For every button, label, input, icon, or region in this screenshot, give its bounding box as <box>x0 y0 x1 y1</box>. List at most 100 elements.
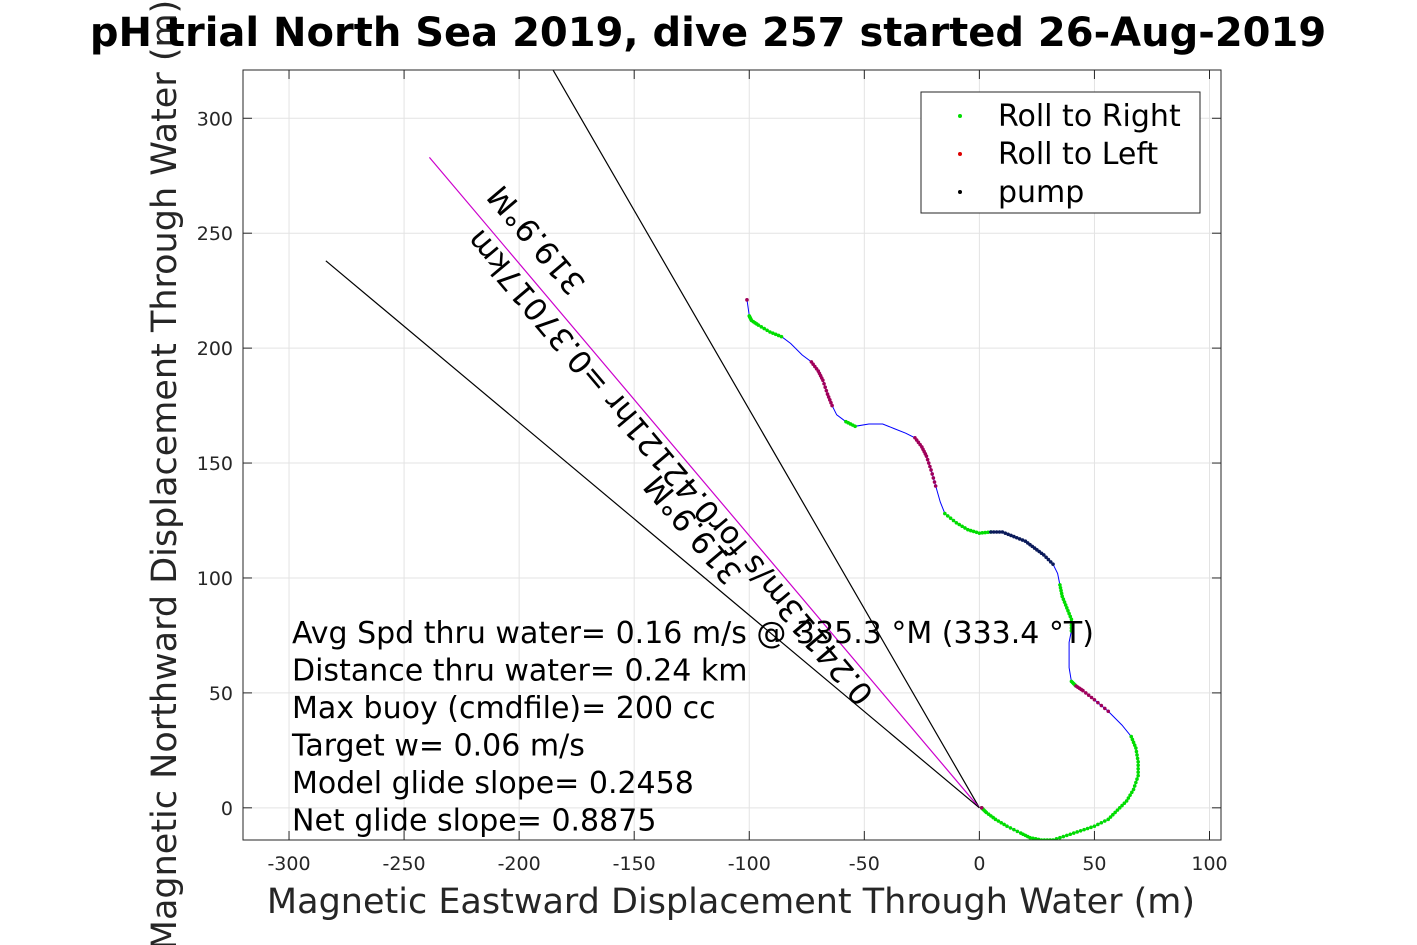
roll-right-point <box>1075 830 1079 834</box>
roll-left-point <box>925 457 930 462</box>
roll-right-point <box>1067 611 1071 616</box>
roll-right-point <box>853 424 857 429</box>
stat-line: Avg Spd thru water= 0.16 m/s @ 335.3 °M … <box>292 616 1094 651</box>
roll-right-point <box>1136 766 1140 771</box>
roll-right-point <box>1059 588 1063 593</box>
axes-box <box>242 69 1222 841</box>
roll-right-point <box>1069 629 1074 633</box>
x-tick-label: -250 <box>383 853 426 875</box>
legend-label: pump <box>998 175 1084 210</box>
roll-left-point <box>931 476 936 480</box>
roll-left-point <box>929 468 933 472</box>
pump-point <box>1012 534 1016 539</box>
y-tick-label: 150 <box>197 453 233 475</box>
roll-right-point <box>1108 815 1113 819</box>
x-tick-label: -100 <box>728 853 771 875</box>
roll-right-point <box>1062 600 1067 604</box>
roll-right-point <box>1113 810 1117 815</box>
legend-box <box>920 91 1201 214</box>
roll-right-point <box>1069 620 1074 625</box>
roll-left-point <box>1106 709 1111 714</box>
roll-right-point <box>1061 834 1066 839</box>
legend-marker <box>958 114 962 118</box>
pump-point <box>994 530 999 534</box>
roll-right-point <box>971 529 976 534</box>
roll-right-point <box>1135 756 1140 761</box>
roll-right-point <box>1068 832 1073 837</box>
roll-right-point <box>1092 824 1097 829</box>
roll-right-point <box>1134 746 1138 750</box>
x-tick-label: -300 <box>267 853 310 875</box>
roll-right-point <box>1018 831 1023 835</box>
roll-left-point <box>745 298 749 302</box>
pump-point <box>1000 530 1005 534</box>
legend-marker <box>958 152 962 156</box>
y-axis-title: Magnetic Northward Displacement Through … <box>145 0 185 945</box>
roll-right-point <box>1117 806 1122 810</box>
pump-point <box>997 530 1002 534</box>
roll-right-point <box>951 518 956 523</box>
y-tick-label: 200 <box>197 338 233 360</box>
pump-point <box>1003 531 1008 535</box>
roll-left-point <box>821 378 825 383</box>
pump-point <box>1006 532 1010 537</box>
roll-right-point <box>1069 617 1074 622</box>
roll-right-point <box>1120 803 1124 808</box>
roll-right-point <box>779 334 784 339</box>
reference-line-c <box>325 260 980 809</box>
roll-right-point <box>1066 608 1070 613</box>
reference-line-a <box>552 70 980 809</box>
pump-point <box>1020 538 1025 542</box>
roll-left-point <box>824 388 829 393</box>
x-tick-label: -150 <box>613 853 656 875</box>
points-layer <box>745 298 1140 840</box>
legend-label: Roll to Left <box>998 137 1158 172</box>
y-tick-label: 300 <box>197 108 233 130</box>
roll-right-point <box>943 511 947 516</box>
roll-right-point <box>1126 796 1131 800</box>
roll-right-point <box>1065 606 1069 610</box>
pump-point <box>1014 535 1019 540</box>
roll-right-point <box>1078 829 1083 833</box>
chart-title: pH trial North Sea 2019, dive 257 starte… <box>90 10 1326 56</box>
roll-right-point <box>1008 826 1013 830</box>
roll-right-point <box>765 328 769 333</box>
y-tick-label: 0 <box>221 798 233 820</box>
roll-left-point <box>826 395 831 399</box>
roll-right-point <box>773 332 778 337</box>
roll-right-point <box>1063 603 1068 607</box>
pump-point <box>1048 560 1053 564</box>
roll-right-point <box>999 820 1004 825</box>
roll-right-point <box>966 527 970 532</box>
roll-left-point <box>825 392 830 396</box>
roll-right-point <box>977 531 982 535</box>
pump-point <box>1009 533 1013 538</box>
roll-left-point <box>829 400 833 405</box>
y-tick-label: 250 <box>197 223 233 245</box>
roll-right-point <box>1124 799 1129 803</box>
roll-left-point <box>926 461 931 465</box>
roll-right-point <box>1131 787 1136 792</box>
roll-right-point <box>1136 763 1140 768</box>
roll-right-point <box>776 333 781 338</box>
roll-left-point <box>1102 706 1107 711</box>
stat-line: Target w= 0.06 m/s <box>291 729 585 764</box>
roll-right-point <box>1054 837 1059 840</box>
roll-left-point <box>1086 693 1091 697</box>
roll-left-point <box>930 472 935 476</box>
roll-right-point <box>759 325 764 329</box>
roll-right-point <box>1005 824 1009 829</box>
roll-right-point <box>1129 734 1134 739</box>
roll-right-point <box>957 522 962 527</box>
roll-right-point <box>1069 623 1074 627</box>
legend-label: Roll to Right <box>998 99 1181 134</box>
roll-right-point <box>1085 826 1090 831</box>
roll-right-point <box>954 521 959 525</box>
x-tick-label: 100 <box>1191 853 1227 875</box>
roll-right-point <box>1012 827 1016 832</box>
roll-right-point <box>1069 626 1074 630</box>
roll-right-point <box>974 530 979 535</box>
roll-right-point <box>768 330 772 334</box>
